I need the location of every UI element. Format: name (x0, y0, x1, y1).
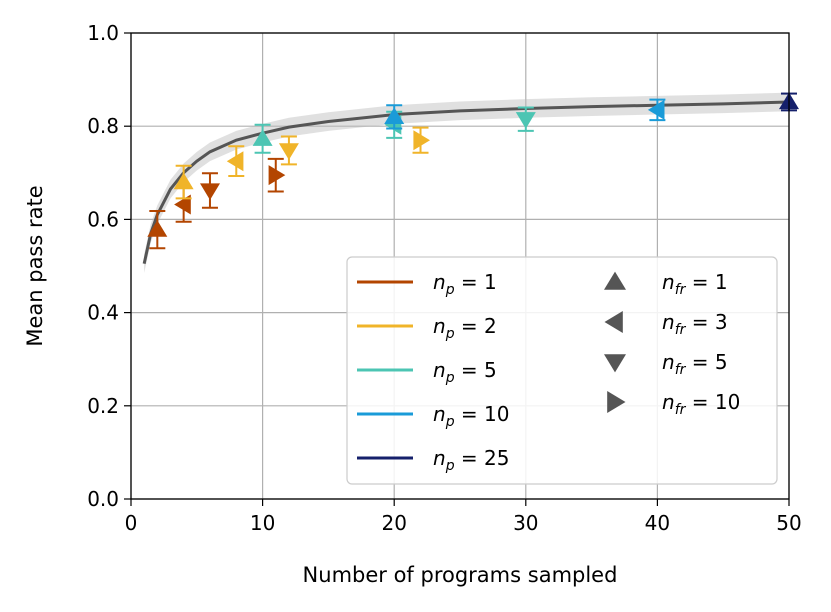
point-marker (252, 129, 273, 146)
point-np1-nfr10 (267, 157, 286, 193)
x-tick-label: 10 (250, 511, 275, 535)
point-marker (200, 183, 220, 200)
trend-band (144, 92, 789, 273)
axis-ticks: 0 10 20 30 40 50 0.0 0.2 0.4 0.6 0.8 1.0 (87, 21, 802, 535)
point-np2-nfr1 (173, 164, 194, 200)
point-marker (515, 112, 536, 129)
point-marker (647, 99, 665, 120)
point-np10-nfr1 (384, 104, 405, 130)
x-tick-label: 30 (513, 511, 538, 535)
y-tick-label: 0.0 (87, 487, 119, 511)
legend-marker-nfr-10 (607, 391, 626, 413)
point-marker (226, 151, 244, 172)
y-tick-label: 0.6 (87, 207, 119, 231)
trend-line (142, 100, 790, 264)
point-marker (413, 130, 430, 151)
legend-label: np = 5 (433, 358, 497, 386)
plot-frame (130, 32, 790, 500)
point-np1-nfr1 (147, 210, 168, 250)
legend-box (346, 256, 778, 485)
point-marker (173, 172, 194, 190)
data-points (147, 92, 799, 250)
legend-label: nfr = 5 (662, 350, 728, 378)
legend-label: np = 10 (433, 402, 510, 430)
point-np1-nfr5 (200, 172, 220, 209)
point-np2-nfr3 (226, 145, 245, 178)
y-tick-label: 0.4 (87, 301, 119, 325)
legend-label: np = 25 (433, 446, 510, 474)
point-np5-nfr5 (515, 106, 536, 132)
legend: np = 1 np = 2 np = 5 np = 10 np = 25 nfr = 1 n… (346, 256, 778, 485)
confidence-band (144, 92, 789, 273)
point-np2-nfr5 (278, 135, 299, 166)
y-tick-label: 0.8 (87, 114, 119, 138)
legend-marker-nfr-5 (604, 354, 626, 373)
legend-label: nfr = 3 (662, 310, 728, 338)
x-tick-label: 40 (645, 511, 670, 535)
point-np2-nfr10 (412, 126, 430, 154)
legend-marker-nfr-3 (604, 311, 623, 333)
trend-curve (142, 100, 790, 264)
legend-label: np = 1 (433, 270, 497, 298)
point-marker (147, 220, 168, 237)
x-tick-label: 20 (381, 511, 406, 535)
x-axis-label: Number of programs sampled (303, 563, 618, 587)
point-marker (174, 194, 191, 215)
point-np5-nfr1 (252, 123, 273, 154)
x-tick-label: 0 (125, 511, 138, 535)
point-np10-nfr3 (647, 98, 666, 122)
y-tick-label: 0.2 (87, 394, 119, 418)
y-tick-label: 1.0 (87, 21, 119, 45)
legend-label: nfr = 10 (662, 390, 740, 418)
legend-label: np = 2 (433, 314, 497, 342)
legend-marker-nfr-1 (604, 271, 626, 290)
point-marker (268, 165, 286, 186)
legend-label: nfr = 1 (662, 270, 728, 298)
point-marker (278, 143, 299, 160)
y-axis-label: Mean pass rate (23, 185, 47, 346)
x-tick-label: 50 (776, 511, 801, 535)
point-marker (384, 107, 405, 124)
